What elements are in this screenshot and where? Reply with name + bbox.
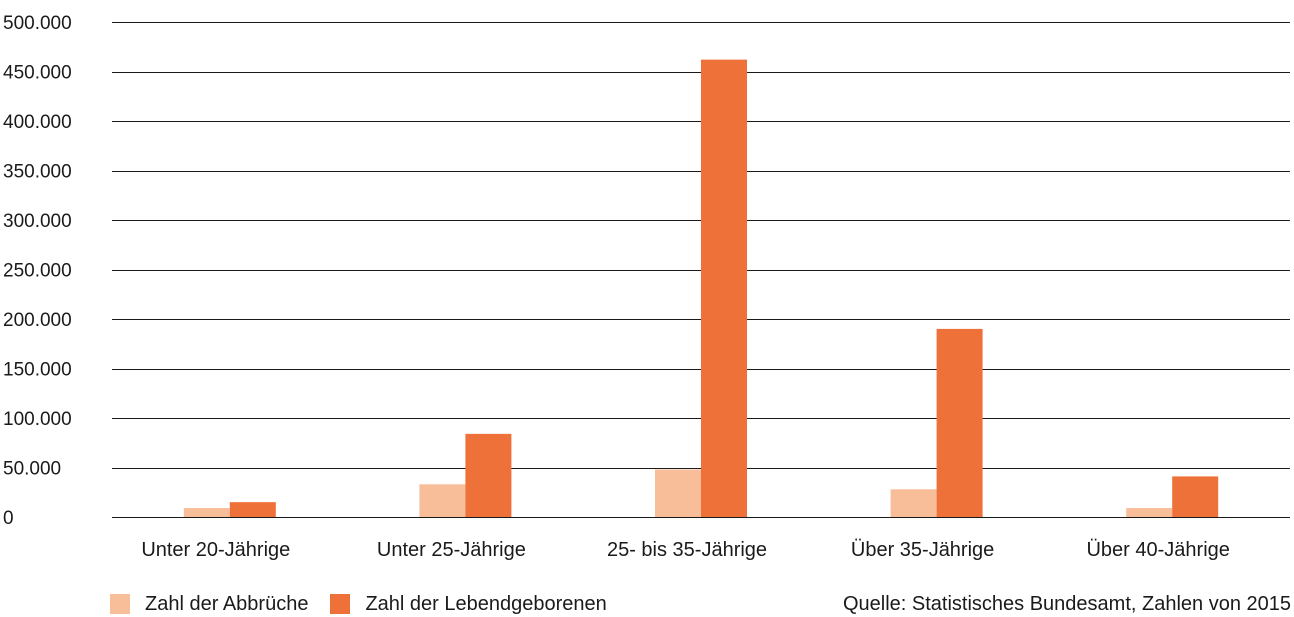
- bar-lebendgeborene: [701, 59, 747, 518]
- x-category-label: Unter 20-Jährige: [141, 539, 290, 561]
- y-tick-label: 300.000: [3, 211, 72, 232]
- bar-abbrueche: [890, 489, 937, 517]
- bar-lebendgeborene: [465, 433, 512, 517]
- legend-label-abbrueche: Zahl der Abbrüche: [145, 592, 309, 615]
- x-category-label: Unter 25-Jährige: [377, 539, 526, 561]
- x-category-label: Über 40-Jährige: [1086, 539, 1229, 561]
- bar-lebendgeborene: [1172, 476, 1219, 517]
- y-tick-label: 500.000: [3, 13, 72, 34]
- legend-swatch-lebendgeborene: [330, 594, 351, 614]
- legend-item-lebendgeborene: Zahl der Lebendgeborenen: [330, 592, 607, 616]
- legend: Zahl der Abbrüche Zahl der Lebendgeboren…: [110, 592, 629, 616]
- y-tick-label: 150.000: [3, 360, 72, 381]
- y-tick-label: 350.000: [3, 162, 72, 183]
- legend-label-lebendgeborene: Zahl der Lebendgeborenen: [365, 592, 607, 615]
- bar-abbrueche: [183, 508, 230, 517]
- y-tick-label: 100.000: [3, 409, 72, 430]
- bar-chart: 0 50.000 100.000 150.000 200.000 250.000 300.0…: [3, 13, 1290, 561]
- bar-abbrueche: [655, 469, 701, 517]
- y-tick-label: 250.000: [3, 261, 72, 282]
- legend-item-abbrueche: Zahl der Abbrüche: [110, 593, 308, 616]
- x-axis-category-labels: Unter 20-Jährige Unter 25-Jährige 25- bis …: [141, 539, 1230, 561]
- y-tick-label: 400.000: [3, 112, 72, 133]
- y-tick-label: 50.000: [3, 459, 61, 480]
- x-category-label: 25- bis 35-Jährige: [607, 539, 767, 561]
- y-tick-label: 0: [3, 508, 14, 529]
- bar-abbrueche: [1126, 508, 1173, 517]
- bar-abbrueche: [419, 484, 466, 517]
- bars: [183, 59, 1219, 518]
- y-tick-label: 200.000: [3, 310, 72, 331]
- legend-swatch-abbrueche: [110, 594, 130, 614]
- bar-lebendgeborene: [936, 328, 983, 517]
- y-tick-label: 450.000: [3, 63, 72, 84]
- source-note: Quelle: Statistisches Bundesamt, Zahlen …: [842, 593, 1291, 615]
- x-category-label: Über 35-Jährige: [851, 539, 994, 561]
- bar-lebendgeborene: [229, 502, 276, 517]
- y-axis-tick-labels: 0 50.000 100.000 150.000 200.000 250.000 300.0…: [3, 13, 72, 529]
